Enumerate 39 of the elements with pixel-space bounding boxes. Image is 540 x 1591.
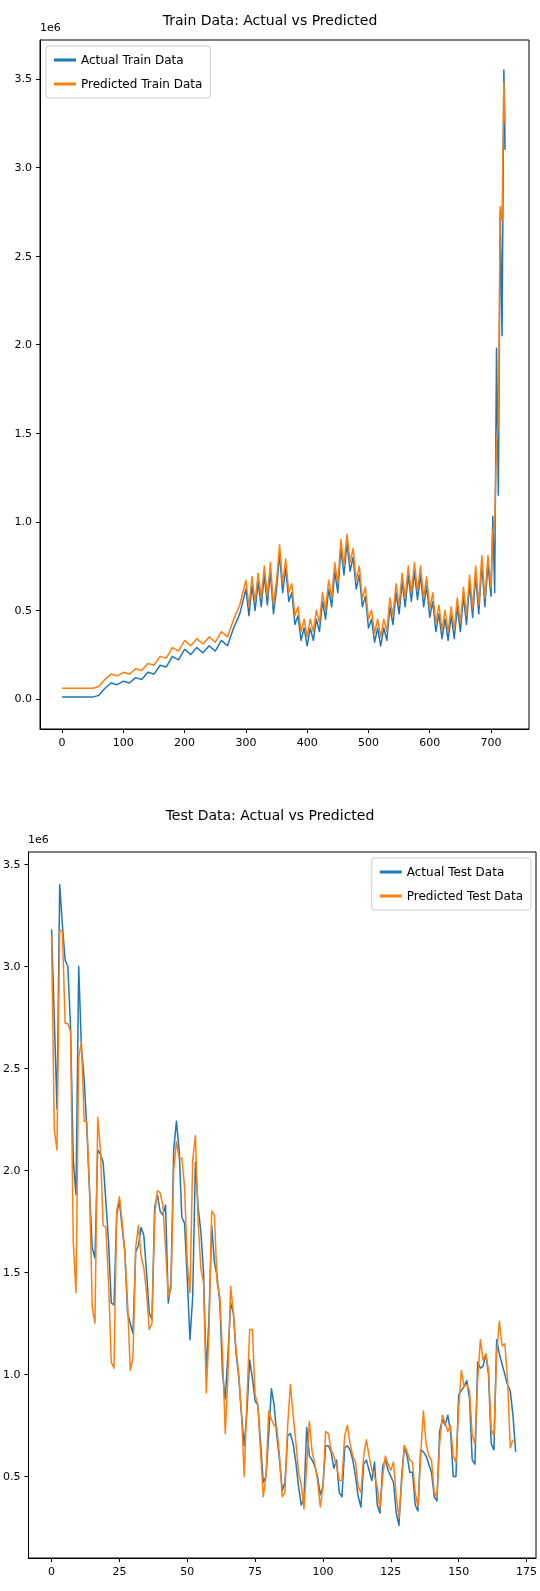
x-tick-label: 50 [180,1565,195,1578]
y-tick-label: 2.0 [14,338,32,352]
y-tick-label: 0.5 [2,1469,21,1483]
x-tick-label: 300 [235,736,257,749]
x-tick-label: 600 [419,736,441,749]
text: 1e6 [28,833,49,846]
legend-label: Predicted Test Data [406,889,524,903]
legend-label: Predicted Train Data [81,77,203,91]
y-tick-label: 0.0 [14,692,32,706]
y-tick-label: 1.0 [14,515,32,529]
x-tick-label: 175 [516,1565,538,1578]
x-tick-label: 125 [380,1565,402,1578]
chart-title: Test Data: Actual vs Predicted [164,807,375,823]
legend-label: Actual Test Data [406,865,505,879]
x-tick-label: 75 [248,1565,263,1578]
y-tick-label: 1.0 [2,1367,21,1381]
x-tick-label: 0 [48,1565,56,1578]
y-tick-label: 0.5 [14,603,32,617]
y-tick-label: 2.0 [2,1163,21,1177]
y-tick-label: 1.5 [14,426,32,440]
y-tick-label: 3.0 [14,161,32,175]
x-tick-label: 200 [174,736,196,749]
x-tick-label: 500 [357,736,379,749]
x-tick-label: 400 [296,736,318,749]
x-tick-label: 150 [448,1565,470,1578]
y-tick-label: 2.5 [14,249,32,263]
y-tick-label: 3.5 [2,857,21,871]
x-tick-label: 0 [58,736,66,749]
x-tick-label: 25 [112,1565,127,1578]
y-tick-label: 3.5 [14,72,32,86]
legend-label: Actual Train Data [81,53,184,67]
y-tick-label: 3.0 [2,959,21,973]
chart-title: Train Data: Actual vs Predicted [161,12,378,28]
text: 1e6 [40,21,61,34]
x-tick-label: 700 [480,736,502,749]
x-tick-label: 100 [312,1565,334,1578]
y-tick-label: 2.5 [2,1061,21,1075]
y-tick-label: 1.5 [2,1265,21,1279]
x-tick-label: 100 [112,736,134,749]
